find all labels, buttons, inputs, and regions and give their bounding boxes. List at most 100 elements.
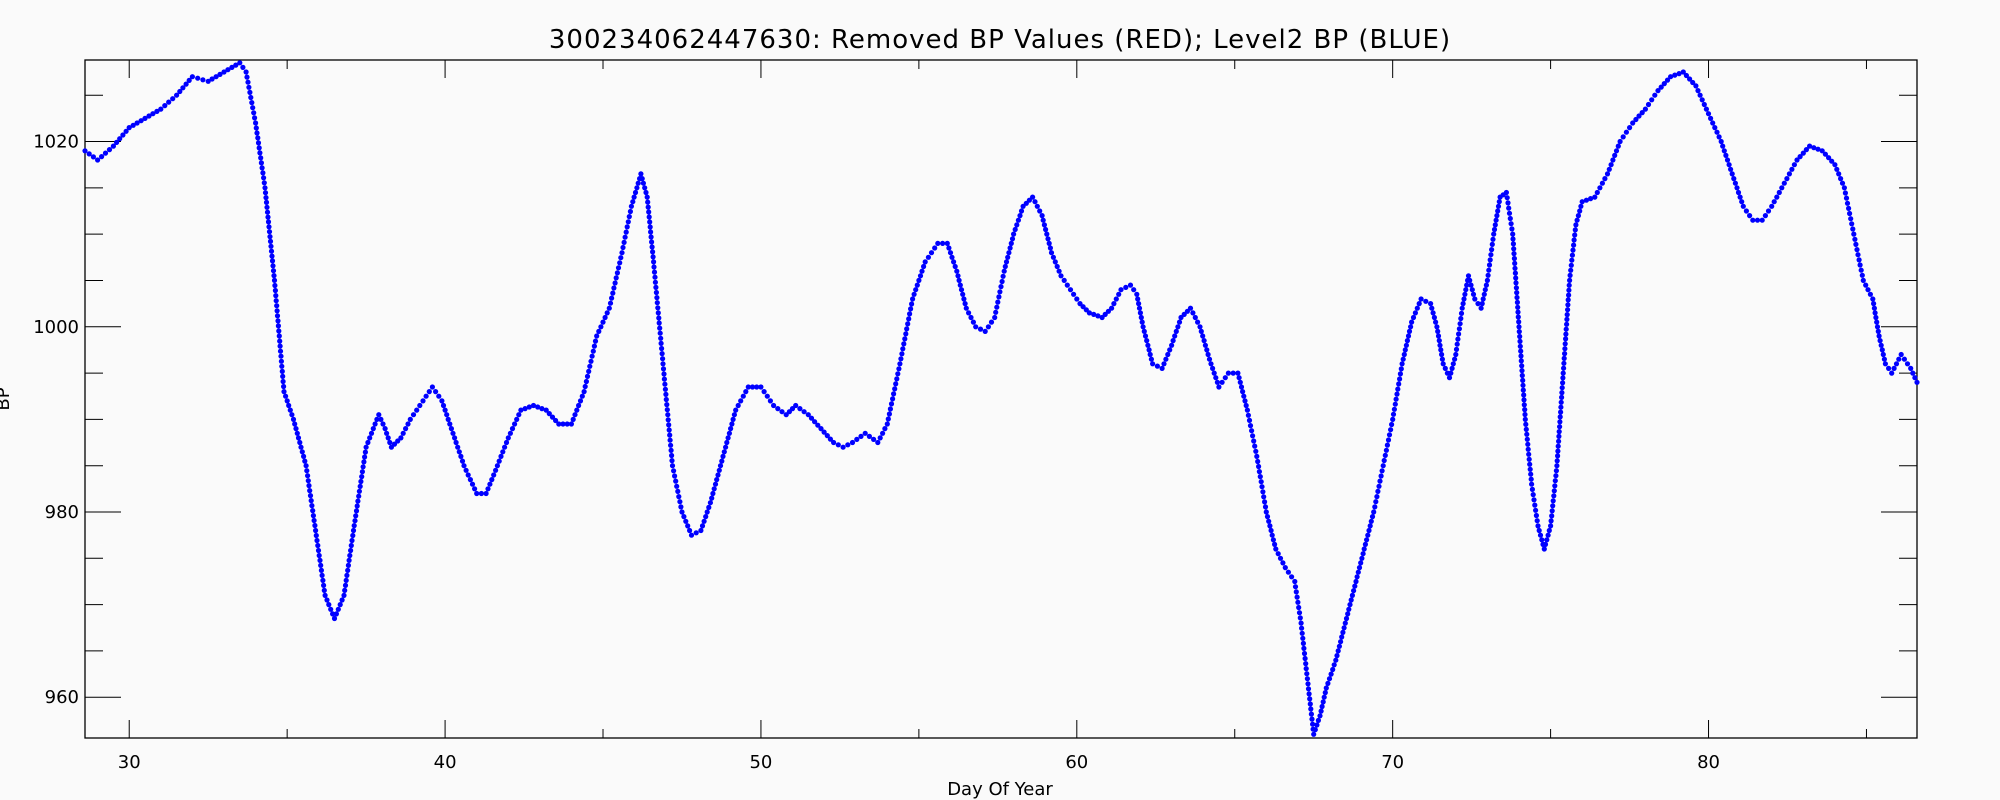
data-point xyxy=(902,336,908,342)
data-point xyxy=(1285,569,1291,575)
data-point xyxy=(1509,226,1515,232)
data-point xyxy=(1910,370,1916,376)
data-point xyxy=(1289,574,1295,580)
data-point xyxy=(1342,620,1348,626)
data-point xyxy=(503,439,510,446)
data-point xyxy=(1045,236,1051,242)
data-point xyxy=(1362,541,1368,548)
data-point xyxy=(1338,639,1344,645)
data-point xyxy=(985,324,992,330)
data-point xyxy=(1383,447,1389,453)
data-point xyxy=(1318,708,1324,714)
data-point xyxy=(1293,589,1299,595)
data-point xyxy=(659,351,665,357)
data-point xyxy=(1328,671,1334,677)
data-point xyxy=(1294,594,1300,600)
data-point xyxy=(1346,606,1352,612)
data-point xyxy=(1532,502,1538,508)
data-point xyxy=(1360,551,1366,557)
data-point xyxy=(1513,285,1519,291)
data-point xyxy=(1556,438,1562,444)
data-point xyxy=(1351,588,1357,594)
data-point xyxy=(932,245,938,251)
data-point xyxy=(1527,461,1533,467)
data-point xyxy=(1575,213,1581,219)
data-point xyxy=(444,412,450,418)
data-point xyxy=(764,393,770,399)
data-point xyxy=(1356,565,1363,571)
data-point xyxy=(1252,443,1258,449)
data-point xyxy=(1511,246,1517,252)
data-point xyxy=(1564,321,1570,327)
data-point xyxy=(1435,328,1441,334)
data-point xyxy=(1116,291,1122,297)
data-point xyxy=(275,323,281,329)
data-point xyxy=(1331,662,1337,668)
data-point xyxy=(265,214,271,220)
data-point xyxy=(1642,106,1648,112)
data-point xyxy=(988,319,995,325)
data-point xyxy=(1515,304,1521,310)
data-point xyxy=(1109,305,1115,311)
data-point xyxy=(1371,509,1377,515)
data-point xyxy=(353,508,360,514)
data-point xyxy=(1680,69,1686,75)
data-point xyxy=(1015,217,1022,223)
data-point xyxy=(1165,351,1171,358)
data-point xyxy=(284,398,290,404)
data-point xyxy=(639,176,645,182)
data-point xyxy=(1564,312,1570,318)
data-point xyxy=(1836,171,1842,177)
data-point xyxy=(1008,240,1014,246)
data-point xyxy=(263,195,269,201)
data-point xyxy=(789,406,796,412)
data-point xyxy=(625,219,631,225)
data-point xyxy=(1620,134,1626,140)
data-point xyxy=(1718,138,1724,145)
data-point xyxy=(546,411,552,417)
data-point xyxy=(1579,199,1585,205)
data-point xyxy=(254,130,260,136)
data-point xyxy=(1615,143,1621,149)
data-point xyxy=(1512,270,1518,276)
data-point xyxy=(290,416,297,422)
data-point xyxy=(359,469,365,475)
data-point xyxy=(518,407,524,413)
data-point xyxy=(1001,268,1007,274)
data-point xyxy=(440,402,447,409)
data-point xyxy=(283,393,289,399)
data-point xyxy=(1743,208,1749,214)
data-point xyxy=(1398,366,1404,372)
data-point xyxy=(1017,213,1023,219)
data-point xyxy=(350,532,356,539)
data-point xyxy=(1563,331,1569,337)
data-point xyxy=(496,458,502,464)
data-point xyxy=(1516,319,1522,325)
data-point xyxy=(367,435,373,441)
data-point xyxy=(1282,565,1288,571)
data-point xyxy=(1514,290,1520,296)
data-point xyxy=(1257,474,1263,480)
data-point xyxy=(679,509,685,515)
data-point xyxy=(1535,523,1541,529)
data-point xyxy=(1225,370,1231,376)
data-point xyxy=(1526,456,1532,462)
x-tick-label: 60 xyxy=(1065,752,1088,773)
data-point xyxy=(1507,215,1513,222)
data-point xyxy=(1465,273,1472,279)
data-point xyxy=(1555,448,1561,454)
data-point xyxy=(315,547,322,554)
data-point xyxy=(653,284,659,290)
data-point xyxy=(1557,414,1563,420)
data-point xyxy=(1505,200,1511,206)
data-point xyxy=(994,304,1000,310)
data-point xyxy=(313,532,319,539)
data-point xyxy=(775,406,781,412)
data-point xyxy=(1548,523,1554,529)
data-point xyxy=(1211,370,1217,376)
data-point xyxy=(663,391,669,397)
data-point xyxy=(1524,431,1530,437)
data-point xyxy=(1246,417,1253,423)
data-point xyxy=(728,426,734,432)
data-point xyxy=(1693,83,1699,89)
